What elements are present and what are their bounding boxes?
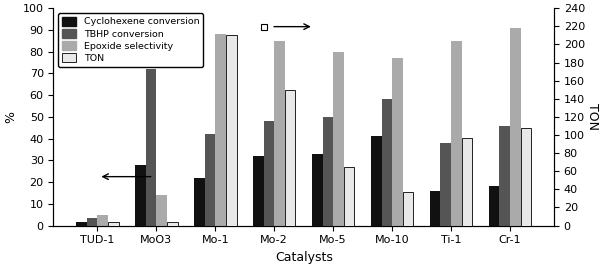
Bar bbox=[167, 222, 177, 226]
X-axis label: Catalysts: Catalysts bbox=[275, 251, 333, 264]
Bar bbox=[253, 156, 264, 226]
Bar bbox=[462, 138, 472, 226]
Bar bbox=[204, 134, 215, 226]
Bar bbox=[98, 215, 108, 226]
Bar bbox=[274, 41, 285, 226]
Bar bbox=[440, 143, 451, 226]
Bar bbox=[194, 178, 204, 226]
Bar bbox=[87, 218, 98, 226]
Y-axis label: %: % bbox=[4, 111, 17, 123]
Bar bbox=[146, 69, 156, 226]
Bar bbox=[392, 58, 403, 226]
Bar bbox=[323, 117, 333, 226]
Bar bbox=[371, 136, 382, 226]
Bar bbox=[451, 41, 462, 226]
Bar bbox=[156, 195, 167, 226]
Bar bbox=[226, 35, 236, 226]
Bar bbox=[510, 28, 520, 226]
Bar bbox=[135, 165, 146, 226]
Bar bbox=[520, 128, 531, 226]
Bar bbox=[108, 222, 119, 226]
Bar bbox=[215, 34, 226, 226]
Bar bbox=[382, 99, 392, 226]
Bar bbox=[430, 191, 440, 226]
Bar bbox=[312, 154, 323, 226]
Bar bbox=[76, 222, 87, 226]
Y-axis label: TON: TON bbox=[586, 103, 599, 130]
Legend: Cyclohexene conversion, TBHP conversion, Epoxide selectivity, TON: Cyclohexene conversion, TBHP conversion,… bbox=[58, 13, 203, 66]
Bar bbox=[264, 121, 274, 226]
Bar bbox=[499, 125, 510, 226]
Bar bbox=[344, 167, 355, 226]
Bar bbox=[489, 187, 499, 226]
Bar bbox=[403, 192, 413, 226]
Bar bbox=[285, 90, 295, 226]
Bar bbox=[333, 52, 344, 226]
